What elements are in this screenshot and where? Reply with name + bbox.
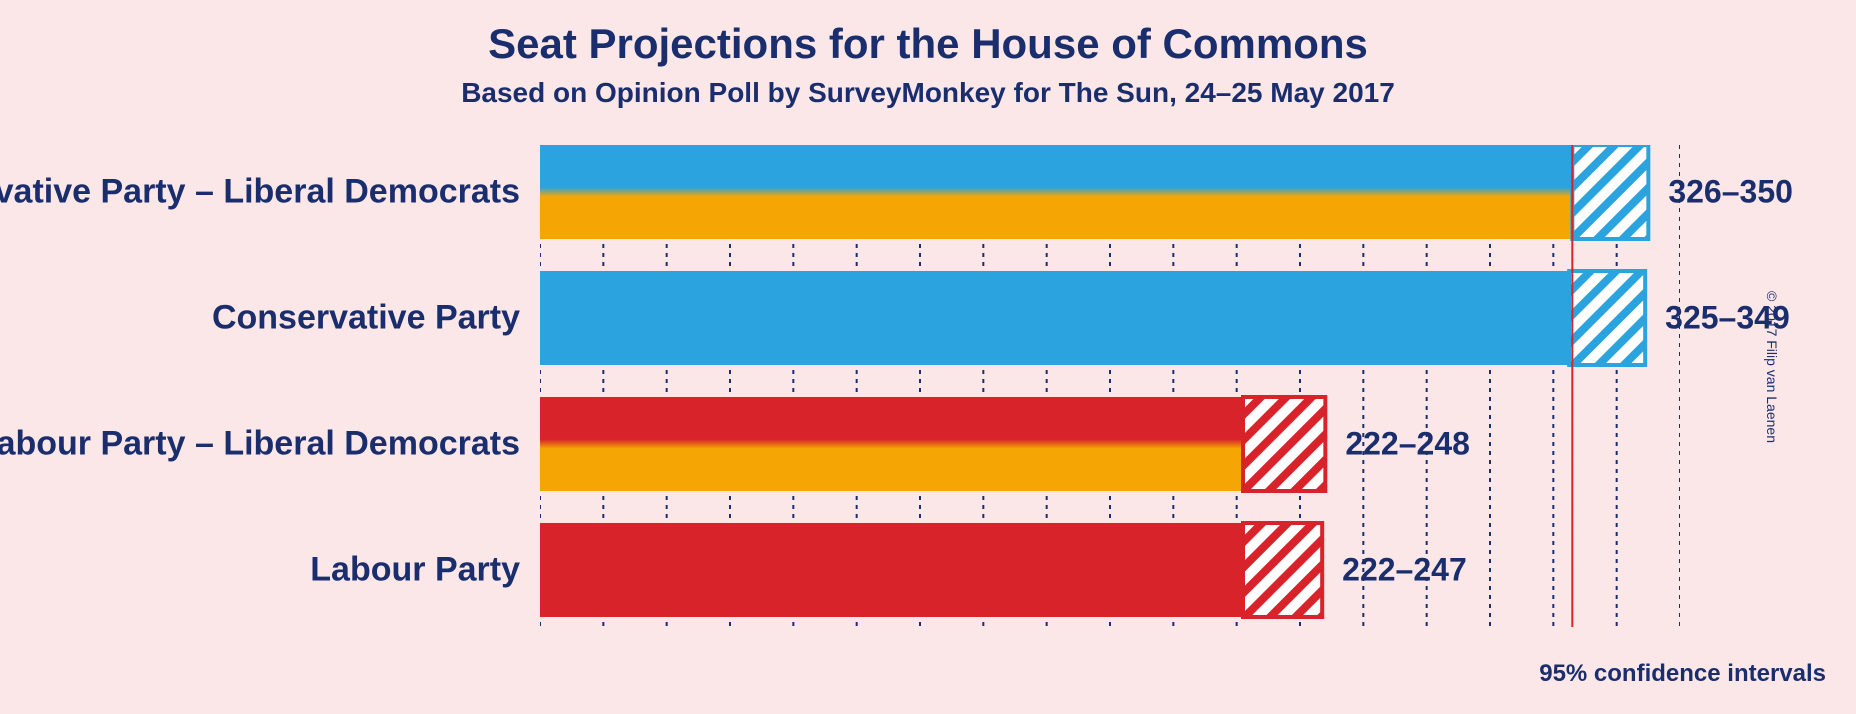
copyright-text: © 2017 Filip van Laenen: [1764, 291, 1780, 443]
row-label: Labour Party – Liberal Democrats: [0, 425, 520, 464]
bar-solid: [540, 271, 1569, 365]
value-label: 222–247: [1342, 552, 1467, 589]
value-label: 222–248: [1345, 426, 1470, 463]
row-label: Labour Party: [310, 551, 520, 590]
confidence-footnote: 95% confidence intervals: [1539, 660, 1826, 688]
bar-confidence-interval: [1572, 145, 1648, 239]
bar-confidence-interval: [1243, 397, 1325, 491]
chart-subtitle: Based on Opinion Poll by SurveyMonkey fo…: [0, 77, 1856, 109]
bar-confidence-interval: [1243, 523, 1322, 617]
bar-solid: [540, 523, 1243, 617]
row-label: Conservative Party – Liberal Democrats: [0, 173, 520, 212]
plot-svg: [540, 145, 1680, 675]
bar-solid: [540, 145, 1572, 239]
bar-solid: [540, 397, 1243, 491]
chart-plot-area: Conservative Party – Liberal Democrats32…: [540, 145, 1680, 675]
value-label: 326–350: [1668, 174, 1793, 211]
row-label: Conservative Party: [212, 299, 520, 338]
bar-confidence-interval: [1569, 271, 1645, 365]
chart-title: Seat Projections for the House of Common…: [0, 20, 1856, 68]
